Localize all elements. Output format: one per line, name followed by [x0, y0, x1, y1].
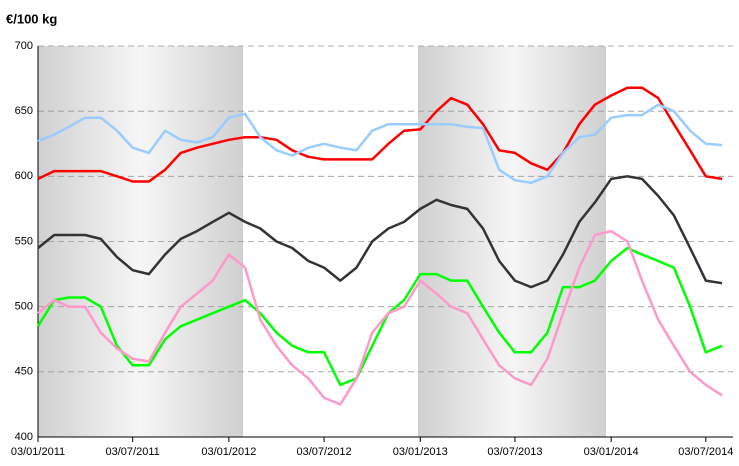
series-line: [37, 103, 723, 185]
x-tick-label: 03/07/2011: [106, 446, 160, 458]
y-tick-label: 500: [15, 301, 33, 313]
y-tick-label: 400: [15, 431, 33, 443]
x-tick-label: 03/01/2012: [201, 446, 256, 458]
y-tick-label: 600: [15, 170, 33, 182]
y-tick-label: 450: [15, 366, 33, 378]
series-line: [37, 86, 723, 183]
y-tick-label: 650: [15, 105, 33, 117]
x-tick-label: 03/01/2011: [11, 446, 65, 458]
y-tick-label: 550: [15, 235, 33, 247]
x-tick-label: 03/01/2013: [393, 446, 448, 458]
x-tick-label: 03/07/2014: [678, 446, 733, 458]
series-line: [37, 175, 723, 289]
series-line: [36, 246, 723, 387]
chart-title: €/100 kg: [6, 11, 57, 26]
series-line: [37, 229, 723, 406]
x-tick-label: 03/07/2012: [297, 446, 352, 458]
x-tick-label: 03/07/2013: [487, 446, 542, 458]
x-tick-label: 03/01/2014: [584, 446, 639, 458]
y-tick-label: 700: [15, 40, 33, 52]
